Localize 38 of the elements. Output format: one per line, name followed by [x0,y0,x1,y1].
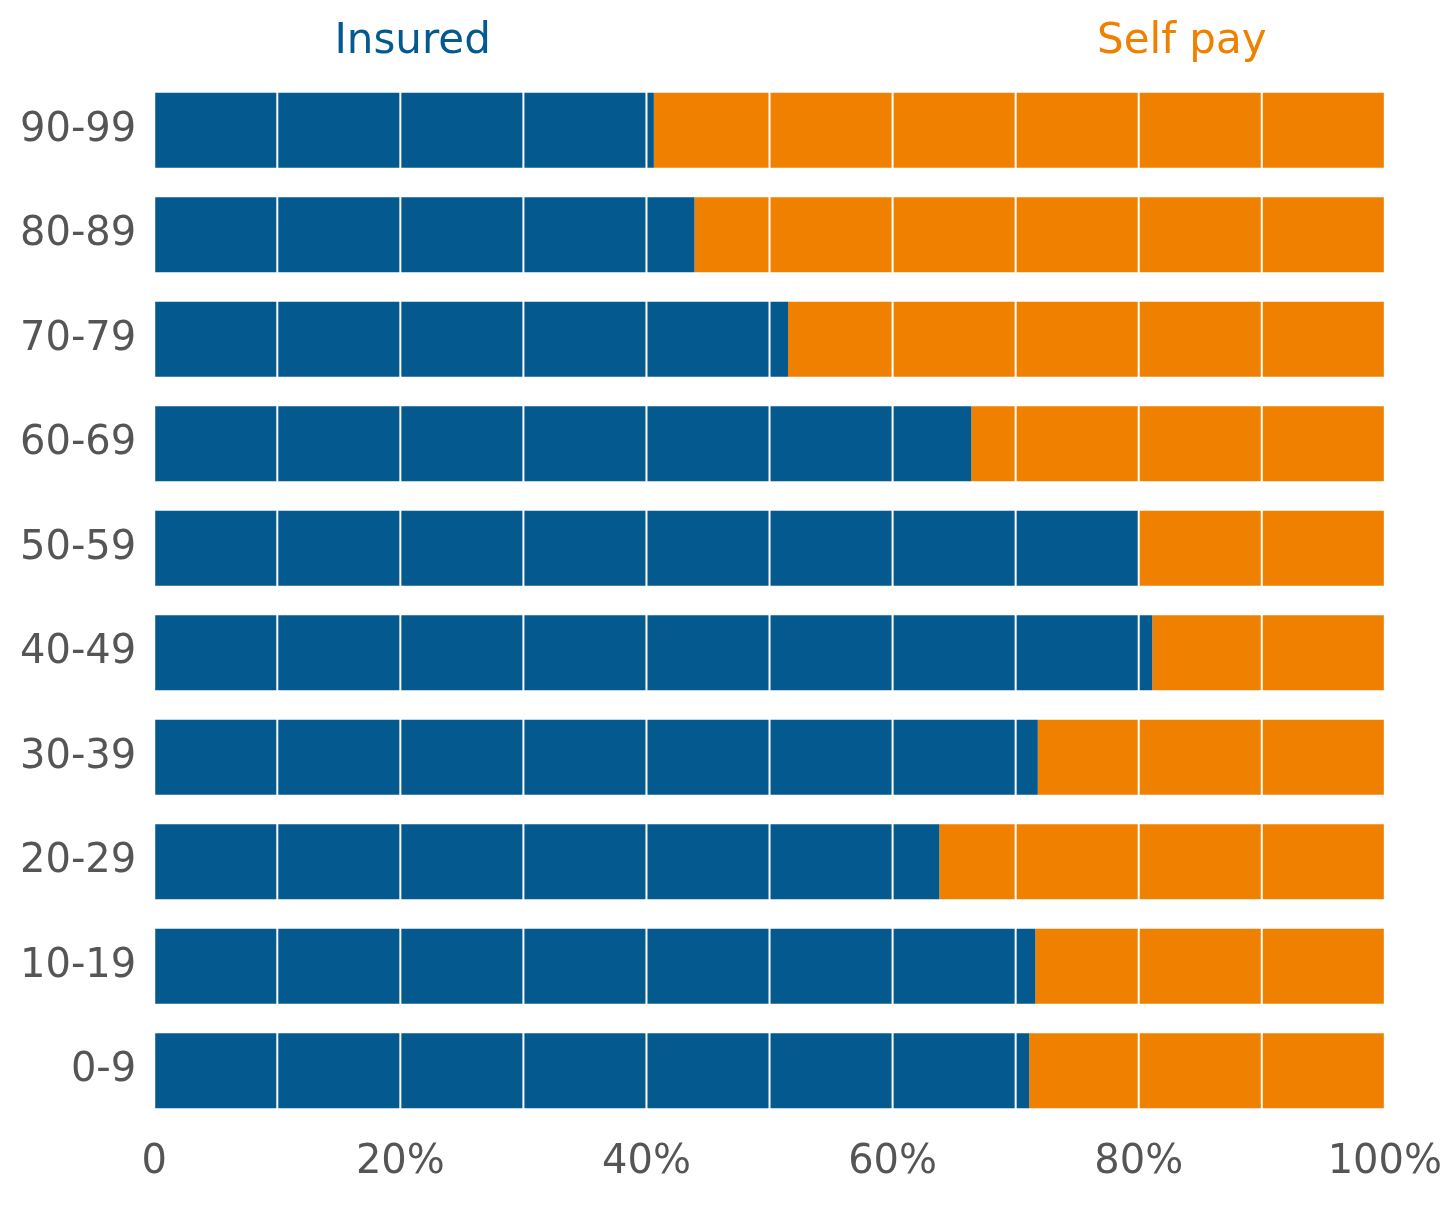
bar [154,824,940,900]
x-tick-label: 0 [141,1136,167,1183]
bar [154,510,1139,586]
y-tick-label: 20-29 [20,835,137,882]
bar [154,719,1038,795]
y-tick-label: 80-89 [20,208,137,255]
bar [787,301,1385,377]
bar [1029,1033,1385,1109]
bar [653,92,1385,168]
y-tick-label: 0-9 [70,1044,137,1091]
bar [1035,928,1385,1004]
y-tick-label: 60-69 [20,417,137,464]
bar [154,197,695,273]
x-tick-label: 20% [355,1136,445,1183]
x-tick-label: 60% [848,1136,938,1183]
bar [154,615,1153,691]
y-tick-label: 10-19 [20,939,137,986]
series-label: Self pay [1096,14,1267,63]
bar [154,928,1036,1004]
bar [1138,510,1385,586]
bar [1037,719,1385,795]
bar [694,197,1385,273]
y-tick-label: 40-49 [20,626,137,673]
bar [154,406,972,482]
y-tick-label: 50-59 [20,521,137,568]
bar [154,92,654,168]
bar [154,301,788,377]
series-label: Insured [334,14,491,63]
bar [971,406,1385,482]
x-tick-label: 80% [1094,1136,1184,1183]
y-tick-label: 30-39 [20,730,137,777]
y-tick-label: 90-99 [20,103,137,150]
bar [1152,615,1385,691]
y-tick-label: 70-79 [20,312,137,359]
x-tick-label: 40% [602,1136,691,1183]
bar [154,1033,1030,1109]
x-tick-label: 100% [1327,1136,1442,1183]
bar [939,824,1385,900]
